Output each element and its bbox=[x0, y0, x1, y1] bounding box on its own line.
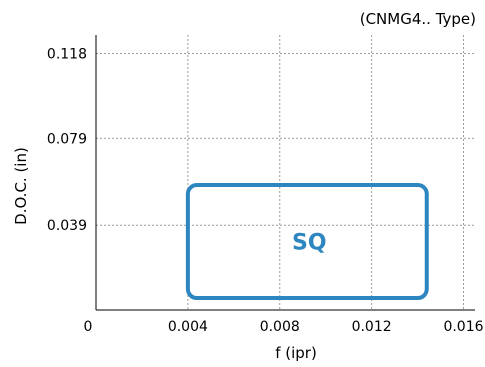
region-layer: SQ bbox=[185, 183, 429, 301]
x-tick-label: 0.016 bbox=[443, 319, 483, 335]
tick-layer: 0.004 0.008 0.012 0.016 0.039 0.079 0.118 bbox=[47, 46, 484, 335]
region-sq bbox=[185, 183, 429, 301]
region-sq-label: SQ bbox=[292, 231, 327, 256]
x-tick-label: 0.004 bbox=[168, 319, 208, 335]
grid-layer bbox=[96, 35, 475, 310]
y-tick-label: 0.118 bbox=[47, 46, 87, 62]
x-axis-title: f (ipr) bbox=[275, 344, 317, 362]
y-tick-label: 0.079 bbox=[47, 131, 87, 147]
y-axis-title: D.O.C. (in) bbox=[12, 147, 30, 225]
axis-layer bbox=[95, 35, 475, 311]
x-tick-label: 0.008 bbox=[260, 319, 300, 335]
origin-label: 0 bbox=[84, 319, 93, 335]
x-tick-label: 0.012 bbox=[352, 319, 392, 335]
y-tick-label: 0.039 bbox=[47, 218, 87, 234]
chart-subtitle: (CNMG4.. Type) bbox=[360, 10, 476, 28]
